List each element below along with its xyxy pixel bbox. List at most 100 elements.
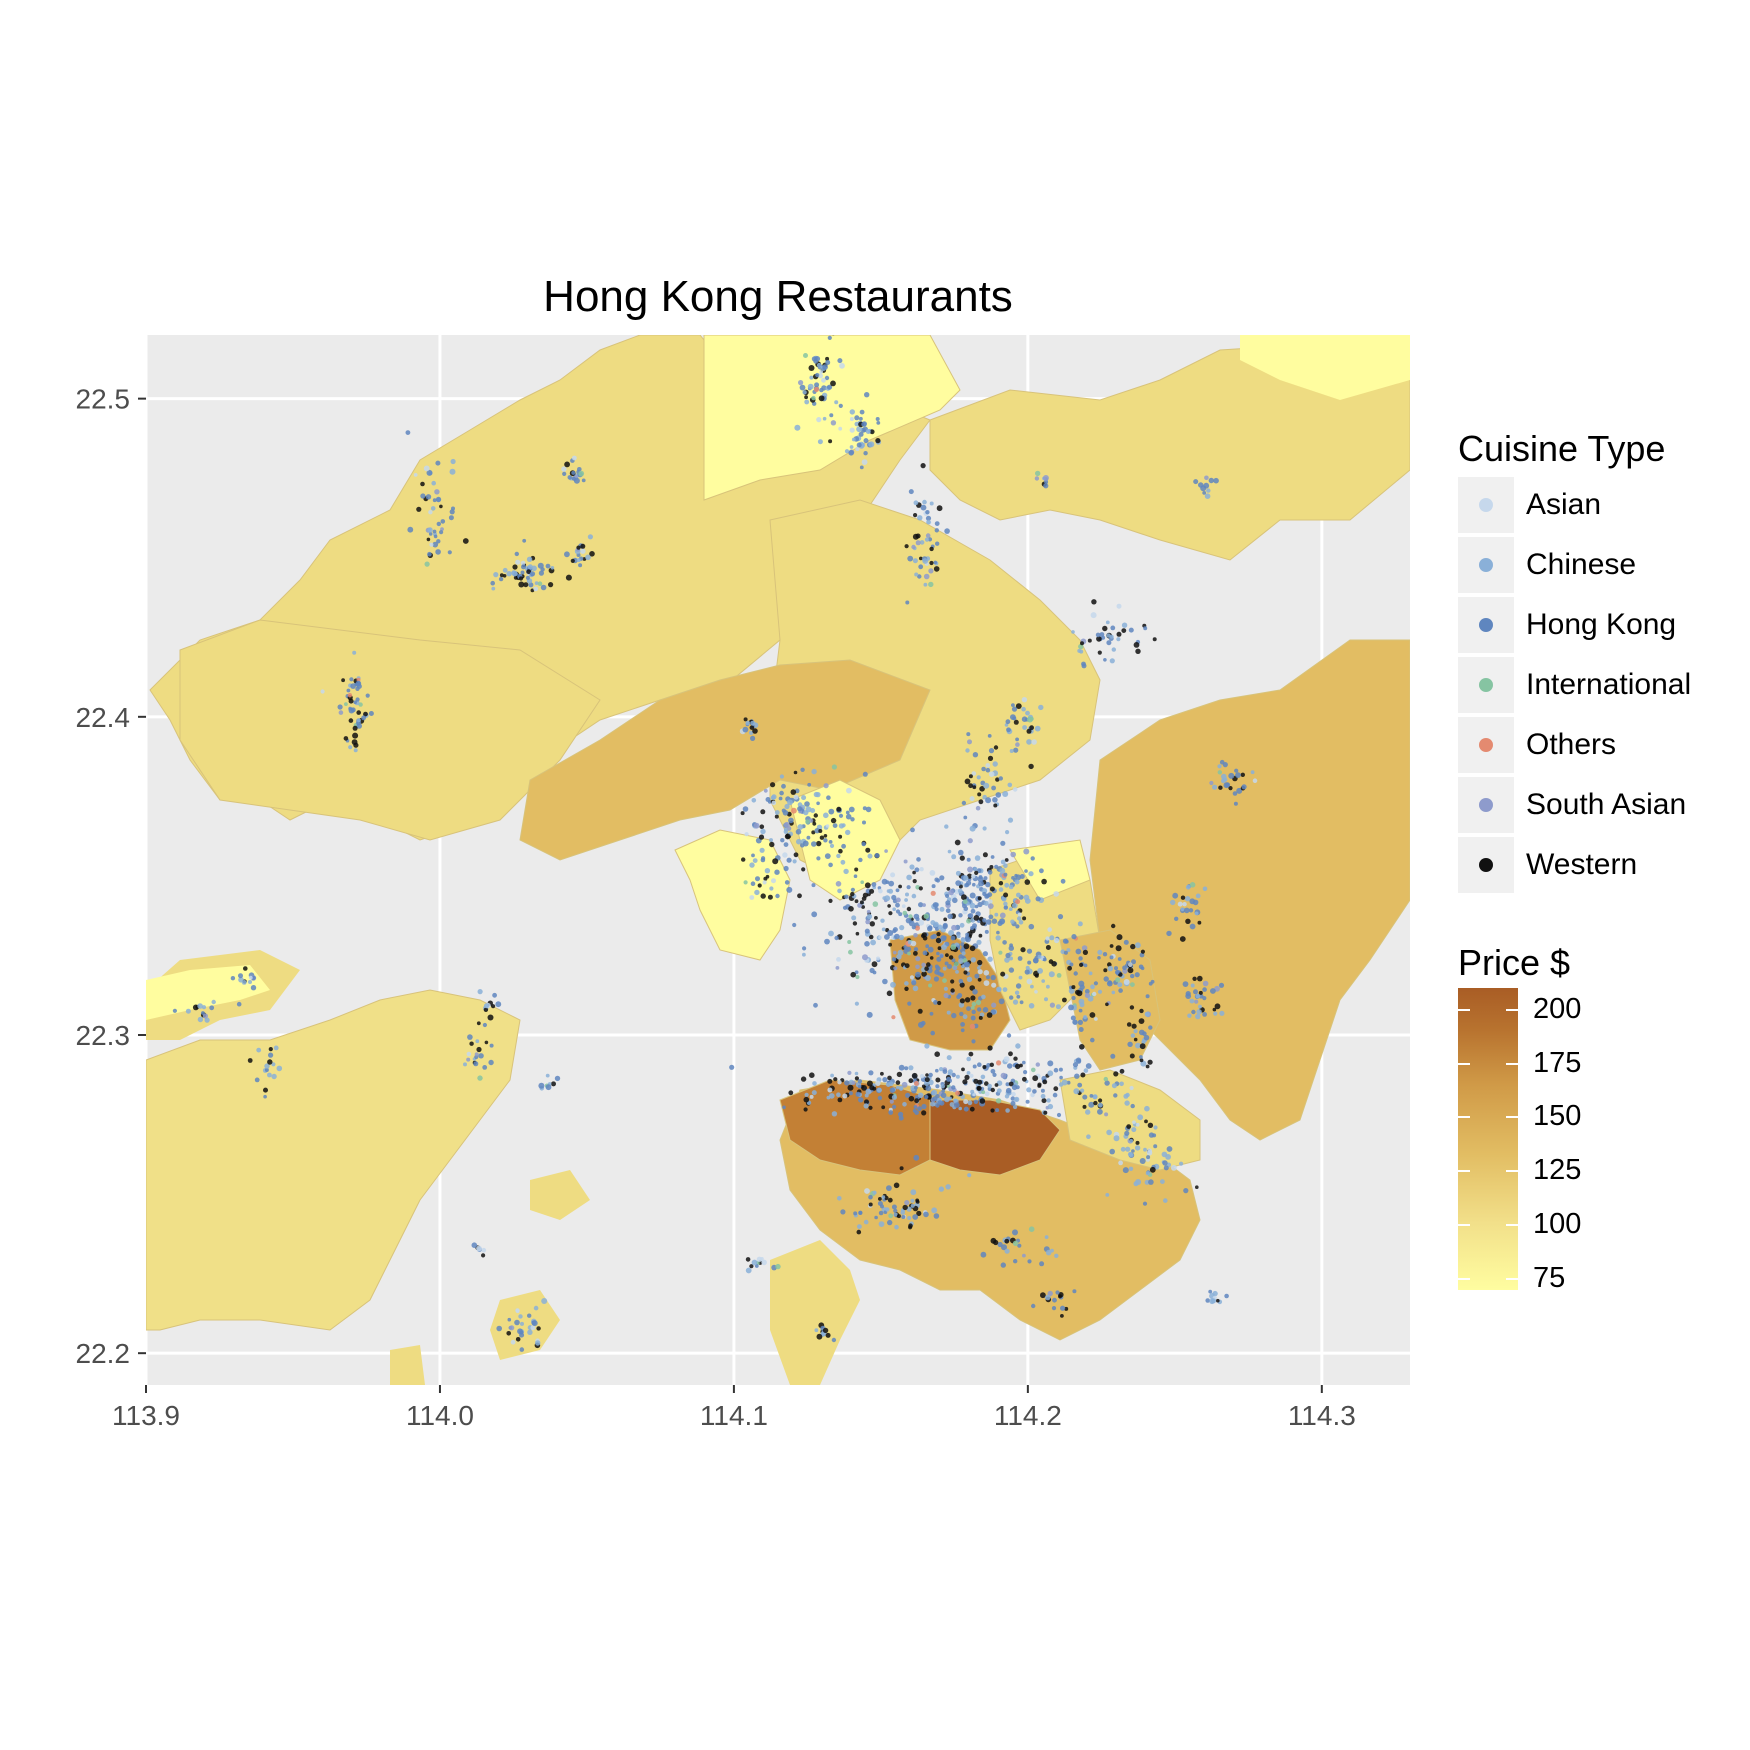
restaurant-point — [977, 876, 984, 883]
restaurant-point — [510, 1339, 516, 1345]
restaurant-point — [1026, 1087, 1032, 1093]
restaurant-point — [429, 542, 434, 547]
restaurant-point — [1202, 1012, 1207, 1017]
restaurant-point — [1087, 638, 1092, 643]
restaurant-point — [348, 698, 354, 704]
restaurant-point — [1060, 1314, 1064, 1318]
restaurant-point — [946, 1010, 951, 1015]
restaurant-point — [1015, 742, 1020, 747]
restaurant-point — [1040, 1093, 1046, 1099]
restaurant-point — [775, 1263, 781, 1270]
restaurant-point — [868, 1194, 873, 1200]
restaurant-point — [1116, 631, 1122, 637]
restaurant-point — [1194, 999, 1199, 1004]
restaurant-point — [968, 783, 973, 789]
restaurant-point — [351, 739, 358, 745]
restaurant-point — [439, 504, 443, 509]
restaurant-point — [906, 885, 911, 890]
restaurant-point — [1202, 987, 1207, 992]
restaurant-point — [920, 463, 926, 469]
restaurant-point — [861, 905, 865, 909]
restaurant-point — [913, 1081, 919, 1086]
restaurant-point — [975, 805, 981, 811]
restaurant-point — [1119, 1081, 1124, 1087]
restaurant-point — [783, 865, 789, 872]
restaurant-point — [779, 774, 785, 779]
restaurant-point — [1051, 1306, 1057, 1311]
restaurant-point — [945, 893, 950, 899]
restaurant-point — [1185, 884, 1191, 890]
restaurant-point — [1024, 869, 1028, 873]
restaurant-point — [1103, 976, 1109, 982]
restaurant-point — [829, 1093, 835, 1099]
restaurant-point — [1098, 1102, 1103, 1108]
restaurant-point — [919, 540, 925, 545]
restaurant-point — [800, 1076, 807, 1082]
restaurant-point — [922, 558, 929, 564]
restaurant-point — [741, 857, 746, 862]
restaurant-point — [864, 928, 870, 934]
restaurant-point — [1056, 973, 1062, 978]
restaurant-point — [536, 1326, 541, 1331]
restaurant-point — [1014, 990, 1020, 995]
restaurant-point — [774, 810, 780, 815]
restaurant-point — [969, 1073, 974, 1078]
restaurant-point — [250, 985, 257, 991]
restaurant-point — [924, 966, 929, 971]
restaurant-point — [904, 1200, 910, 1206]
restaurant-point — [984, 929, 989, 934]
restaurant-point — [996, 1060, 1002, 1066]
restaurant-point — [1043, 1110, 1048, 1115]
restaurant-point — [567, 475, 573, 480]
restaurant-point — [436, 521, 441, 527]
restaurant-point — [1028, 871, 1034, 877]
restaurant-point — [759, 824, 765, 829]
restaurant-point — [977, 901, 983, 908]
restaurant-point — [836, 806, 842, 812]
restaurant-point — [806, 835, 811, 840]
restaurant-point — [818, 829, 823, 833]
restaurant-point — [961, 964, 965, 969]
restaurant-point — [363, 711, 368, 717]
restaurant-point — [854, 1076, 860, 1081]
restaurant-point — [1022, 1253, 1026, 1258]
restaurant-point — [888, 1213, 894, 1219]
restaurant-point — [995, 792, 1002, 798]
restaurant-point — [958, 884, 963, 889]
restaurant-point — [519, 1332, 525, 1338]
legend-label: Chinese — [1526, 548, 1637, 581]
restaurant-point — [1213, 1011, 1218, 1016]
districts-layer — [146, 335, 1410, 1385]
restaurant-point — [348, 718, 354, 723]
restaurant-point — [945, 900, 951, 906]
restaurant-point — [970, 1005, 975, 1010]
restaurant-point — [828, 898, 833, 904]
restaurant-point — [1004, 858, 1009, 862]
restaurant-point — [488, 1059, 494, 1066]
restaurant-point — [540, 584, 547, 591]
restaurant-point — [450, 458, 456, 465]
restaurant-point — [1045, 1249, 1052, 1256]
restaurant-point — [898, 934, 905, 941]
restaurant-point — [1113, 1093, 1118, 1098]
restaurant-point — [1139, 1055, 1143, 1059]
restaurant-point — [778, 796, 783, 801]
restaurant-point — [1123, 979, 1130, 985]
restaurant-point — [576, 545, 581, 550]
restaurant-point — [428, 532, 433, 536]
legend-key — [1458, 837, 1514, 893]
restaurant-point — [874, 853, 880, 858]
restaurant-point — [1103, 1076, 1109, 1082]
restaurant-point — [925, 1073, 929, 1077]
restaurant-point — [477, 989, 483, 995]
restaurant-point — [995, 1098, 1002, 1104]
restaurant-point — [356, 710, 362, 715]
restaurant-point — [1174, 916, 1179, 921]
restaurant-point — [860, 880, 864, 884]
restaurant-point — [475, 1039, 480, 1044]
restaurant-point — [985, 919, 992, 925]
price-label: 75 — [1533, 1262, 1566, 1295]
restaurant-point — [807, 383, 814, 390]
restaurant-point — [899, 925, 905, 931]
restaurant-point — [868, 441, 875, 448]
